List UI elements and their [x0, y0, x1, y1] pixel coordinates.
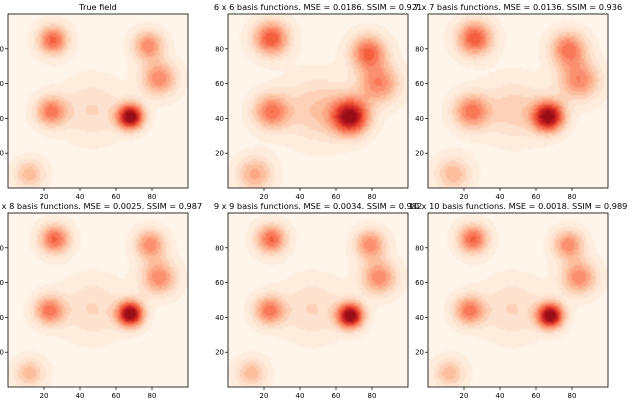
- y-tick-label: 40: [215, 115, 224, 123]
- panel-title: 6 x 6 basis functions. MSE = 0.0186. SSI…: [214, 2, 422, 12]
- x-tick-label: 80: [148, 392, 157, 400]
- y-tick-label: 60: [415, 80, 424, 88]
- y-tick-label: 80: [0, 244, 4, 252]
- x-tick-label: 40: [296, 193, 305, 201]
- x-tick-label: 40: [76, 392, 85, 400]
- y-tick-label: 20: [415, 349, 424, 357]
- panel-title: 8 x 8 basis functions. MSE = 0.0025. SSI…: [0, 201, 202, 211]
- x-tick-label: 20: [460, 392, 469, 400]
- x-tick-label: 60: [112, 392, 121, 400]
- x-tick-label: 60: [332, 193, 341, 201]
- y-tick-label: 40: [0, 115, 4, 123]
- chart-panel: 6 x 6 basis functions. MSE = 0.0186. SSI…: [214, 2, 422, 201]
- axes-frame: [227, 212, 409, 388]
- y-tick-label: 60: [215, 279, 224, 287]
- y-tick-label: 40: [0, 314, 4, 322]
- panel-title: 7 x 7 basis functions. MSE = 0.0136. SSI…: [414, 2, 622, 12]
- x-tick-label: 20: [40, 392, 49, 400]
- chart-panel: 10 x 10 basis functions. MSE = 0.0018. S…: [409, 201, 628, 400]
- y-tick-label: 20: [0, 150, 4, 158]
- panel-title: 10 x 10 basis functions. MSE = 0.0018. S…: [409, 201, 628, 211]
- x-tick-label: 40: [496, 193, 505, 201]
- x-tick-label: 80: [148, 193, 157, 201]
- y-tick-label: 80: [415, 45, 424, 53]
- y-tick-label: 40: [215, 314, 224, 322]
- x-tick-label: 60: [112, 193, 121, 201]
- x-tick-label: 40: [496, 392, 505, 400]
- axes-frame: [7, 13, 189, 189]
- heatmap-field: [8, 213, 188, 387]
- chart-panel: True field 20 40 60 80 20 40 60 80: [0, 2, 189, 201]
- y-tick-label: 80: [415, 244, 424, 252]
- x-tick-label: 20: [460, 193, 469, 201]
- axes-frame: [7, 212, 189, 388]
- y-tick-label: 60: [0, 279, 4, 287]
- x-tick-label: 60: [332, 392, 341, 400]
- y-tick-label: 60: [215, 80, 224, 88]
- y-tick-label: 60: [415, 279, 424, 287]
- x-tick-label: 20: [260, 193, 269, 201]
- y-tick-label: 80: [215, 45, 224, 53]
- chart-panel: 9 x 9 basis functions. MSE = 0.0034. SSI…: [214, 201, 422, 400]
- x-tick-label: 40: [76, 193, 85, 201]
- chart-panel: 8 x 8 basis functions. MSE = 0.0025. SSI…: [0, 201, 202, 400]
- y-tick-label: 40: [415, 314, 424, 322]
- y-tick-label: 20: [215, 150, 224, 158]
- heatmap-field: [228, 14, 408, 188]
- chart-panel: 7 x 7 basis functions. MSE = 0.0136. SSI…: [414, 2, 622, 201]
- y-tick-label: 80: [215, 244, 224, 252]
- x-tick-label: 60: [532, 193, 541, 201]
- panel-title: True field: [78, 2, 117, 12]
- heatmap-field: [428, 213, 608, 387]
- heatmap-field: [228, 213, 408, 387]
- y-tick-label: 20: [0, 349, 4, 357]
- x-tick-label: 20: [260, 392, 269, 400]
- heatmap-field: [8, 14, 188, 188]
- x-tick-label: 80: [368, 392, 377, 400]
- x-tick-label: 20: [40, 193, 49, 201]
- axes-frame: [227, 13, 409, 189]
- x-tick-label: 80: [368, 193, 377, 201]
- x-tick-label: 80: [568, 193, 577, 201]
- x-tick-label: 40: [296, 392, 305, 400]
- y-tick-label: 60: [0, 80, 4, 88]
- axes-frame: [427, 13, 609, 189]
- x-tick-label: 60: [532, 392, 541, 400]
- y-tick-label: 40: [415, 115, 424, 123]
- y-tick-label: 20: [415, 150, 424, 158]
- y-tick-label: 80: [0, 45, 4, 53]
- axes-frame: [427, 212, 609, 388]
- x-tick-label: 80: [568, 392, 577, 400]
- y-tick-label: 20: [215, 349, 224, 357]
- heatmap-field: [428, 14, 608, 188]
- panel-title: 9 x 9 basis functions. MSE = 0.0034. SSI…: [214, 201, 422, 211]
